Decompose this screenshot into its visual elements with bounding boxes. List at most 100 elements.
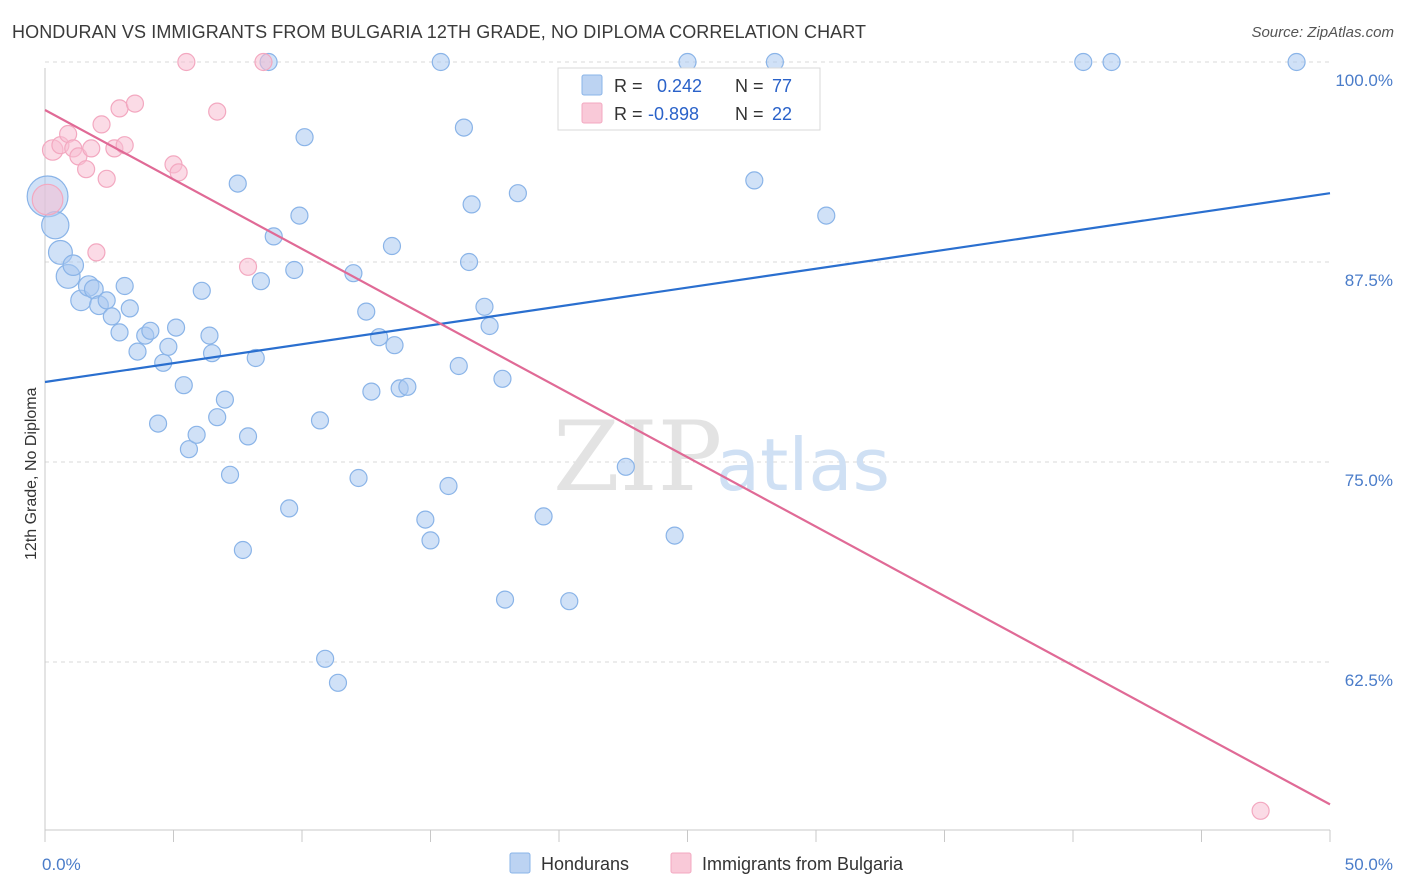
bulgaria-point-6 [77, 160, 96, 179]
honduran-point-49 [382, 236, 402, 256]
legend-n-label-2: N = [735, 104, 764, 124]
honduran-point-52 [398, 377, 417, 396]
y-tick-label-1: 87.5% [1345, 271, 1393, 290]
honduran-point-59 [459, 252, 479, 272]
honduran-point-23 [187, 425, 206, 444]
honduran-point-63 [493, 369, 512, 388]
honduran-point-31 [233, 540, 252, 560]
honduran-point-41 [310, 411, 330, 430]
source-label: Source: ZipAtlas.com [1251, 24, 1394, 41]
bottom-legend-hondurans: Hondurans [541, 854, 629, 874]
honduran-point-45 [349, 468, 368, 488]
bottom-legend-swatch-bulgaria [670, 852, 692, 874]
legend-r-label-2: R = [614, 104, 643, 124]
honduran-point-42 [316, 649, 335, 668]
bulgaria-point-18 [208, 102, 227, 121]
honduran-point-9 [97, 291, 116, 310]
honduran-point-60 [462, 195, 481, 214]
legend-n-value-2: 22 [772, 104, 792, 124]
honduran-point-69 [665, 526, 684, 545]
honduran-point-56 [439, 476, 458, 496]
honduran-point-33 [246, 348, 265, 368]
honduran-point-62 [480, 316, 499, 336]
honduran-point-66 [534, 507, 553, 526]
honduran-point-50 [385, 336, 404, 355]
honduran-point-32 [238, 427, 258, 446]
bulgaria-point-17 [177, 52, 196, 72]
honduran-point-73 [817, 206, 836, 225]
honduran-point-46 [357, 302, 376, 321]
bulgaria-point-13 [115, 136, 134, 155]
honduran-point-37 [280, 499, 299, 518]
bulgaria-point-9 [92, 115, 111, 134]
watermark-atlas: atlas [716, 423, 890, 507]
bulgaria-point-14 [125, 94, 145, 113]
bulgaria-point-20 [254, 52, 273, 72]
bulgaria-trend-line [44, 109, 1331, 806]
bulgaria-points [31, 52, 1270, 820]
bottom-legend-swatch-hondurans [509, 852, 531, 874]
legend-r-label-1: R = [614, 76, 643, 96]
correlation-legend: R = 0.242 N = 77 R = -0.898 N = 22 [557, 67, 821, 131]
bulgaria-point-12 [110, 99, 129, 118]
honduran-point-14 [128, 342, 147, 361]
honduran-point-24 [192, 281, 211, 300]
x-tick-labels: 0.0% 50.0% [42, 855, 1393, 874]
bulgaria-point-10 [97, 169, 116, 188]
legend-swatch-hondurans [581, 74, 603, 96]
legend-n-label-1: N = [735, 76, 764, 96]
watermark: ZIP atlas [553, 401, 890, 513]
honduran-point-61 [475, 297, 494, 316]
legend-swatch-bulgaria [581, 102, 603, 124]
watermark-zip: ZIP [553, 401, 722, 513]
honduran-point-75 [1102, 52, 1121, 72]
hondurans-trend-line [44, 192, 1331, 384]
honduran-point-4 [62, 254, 85, 277]
y-tick-label-3: 62.5% [1345, 671, 1393, 690]
honduran-point-55 [431, 52, 450, 72]
y-tick-labels: 100.0% 87.5% 75.0% 62.5% [1335, 71, 1393, 690]
honduran-point-39 [290, 206, 309, 225]
honduran-point-19 [159, 337, 178, 356]
honduran-point-16 [141, 321, 160, 340]
bulgaria-point-16 [169, 163, 188, 182]
honduran-point-74 [1074, 52, 1093, 72]
honduran-point-11 [110, 323, 129, 342]
trend-lines [44, 109, 1331, 806]
honduran-point-34 [251, 272, 270, 291]
honduran-point-54 [421, 531, 440, 550]
honduran-point-40 [295, 128, 314, 147]
honduran-point-17 [148, 414, 168, 433]
honduran-point-10 [102, 307, 121, 326]
honduran-point-20 [166, 318, 186, 337]
bulgaria-point-0 [31, 183, 64, 216]
legend-r-value-2: -0.898 [648, 104, 699, 124]
honduran-point-71 [745, 171, 764, 190]
chart-title: HONDURAN VS IMMIGRANTS FROM BULGARIA 12T… [12, 22, 867, 42]
y-axis-label: 12th Grade, No Diploma [23, 387, 40, 560]
bulgaria-point-19 [238, 257, 258, 276]
honduran-point-65 [495, 590, 515, 609]
honduran-point-27 [208, 408, 227, 427]
legend-r-value-1: 0.242 [657, 76, 702, 96]
honduran-point-22 [179, 440, 199, 459]
honduran-point-58 [454, 118, 474, 137]
honduran-point-76 [1287, 52, 1306, 72]
y-tick-label-0: 100.0% [1335, 71, 1393, 90]
honduran-point-13 [120, 299, 139, 318]
y-tick-label-2: 75.0% [1345, 471, 1393, 490]
honduran-point-1 [41, 210, 70, 240]
x-tick-label-0: 0.0% [42, 855, 81, 874]
bulgaria-point-21 [1251, 801, 1270, 820]
honduran-point-28 [215, 390, 234, 409]
bottom-legend-bulgaria: Immigrants from Bulgaria [702, 854, 904, 874]
honduran-point-67 [560, 592, 579, 611]
hondurans-points [26, 52, 1306, 692]
honduran-point-43 [328, 673, 348, 692]
series-legend: Hondurans Immigrants from Bulgaria [509, 852, 904, 874]
bulgaria-point-8 [87, 243, 106, 262]
honduran-point-64 [508, 184, 527, 203]
honduran-point-21 [174, 376, 193, 395]
honduran-point-68 [616, 457, 635, 476]
